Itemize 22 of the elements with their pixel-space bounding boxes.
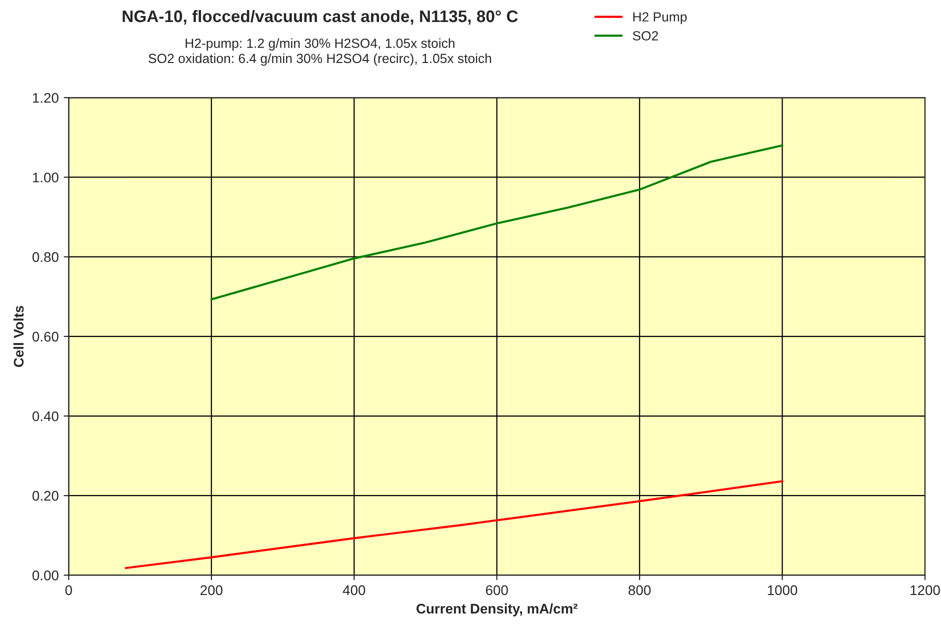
chart-title: NGA-10, flocced/vacuum cast anode, N1135, 80° C — [122, 10, 518, 25]
x-tick-label: 600 — [486, 585, 508, 596]
y-tick-label: 1.00 — [33, 172, 58, 182]
line-series — [210, 144, 784, 300]
legend-label: H2 Pump — [633, 12, 687, 24]
y-tick-label: 1.20 — [33, 92, 58, 103]
x-tick-label: 1000 — [768, 585, 798, 596]
line-series — [124, 480, 784, 570]
y-tick-label: 0.80 — [32, 252, 58, 262]
legend-label: SO2 — [632, 31, 658, 40]
x-tick-label: 200 — [200, 585, 222, 596]
x-tick-label: 400 — [342, 585, 366, 596]
chart-subtitle: H2-pump: 1.2 g/min 30% H2SO4, 1.05x stoich SO2 oxidation: 6.4 g/min 30% H2SO4 (recirc), 1.05x stoich — [148, 38, 492, 66]
y-tick-label: 0.20 — [32, 490, 58, 501]
x-axis-title: Current Density, mA/cm² — [416, 603, 578, 616]
x-tick-label: 1200 — [910, 585, 940, 596]
y-tick-label: 0.40 — [32, 411, 58, 422]
x-tick-label: 0 — [65, 585, 72, 596]
y-tick-label: 0.00 — [32, 570, 58, 580]
y-tick-label: 0.60 — [32, 332, 58, 342]
y-axis-title: Cell Volts — [13, 306, 24, 367]
x-tick-label: 800 — [628, 585, 651, 596]
